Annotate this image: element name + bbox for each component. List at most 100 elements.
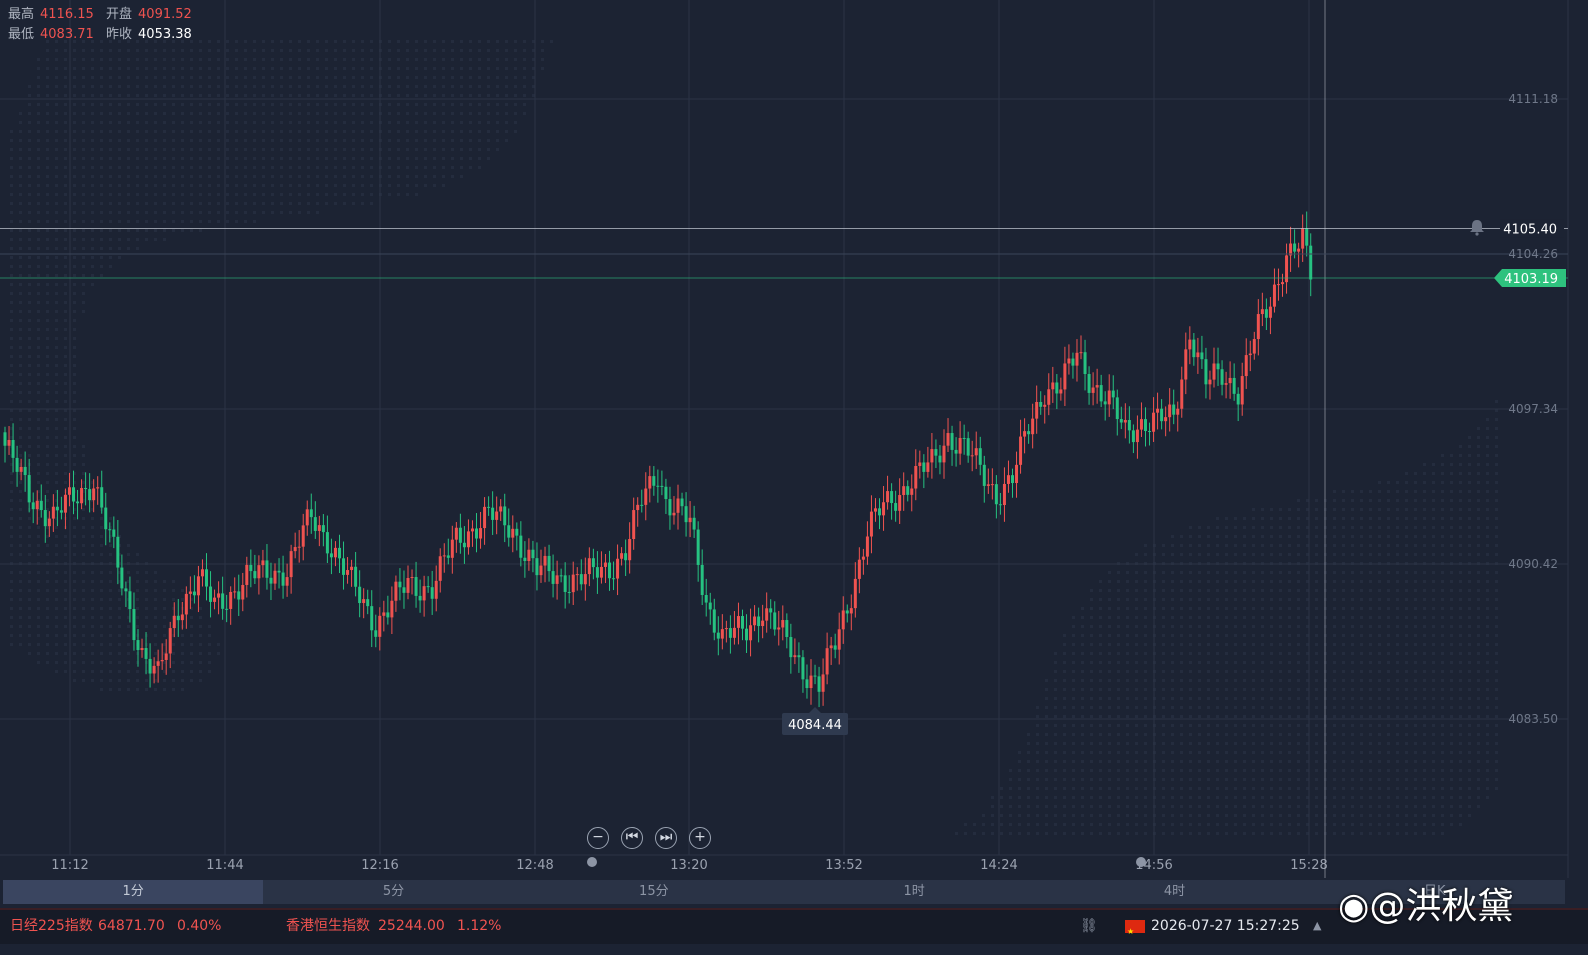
candle-body — [1002, 483, 1006, 506]
collapse-up-icon[interactable]: ▲ — [1313, 919, 1322, 932]
candle-body — [1272, 284, 1276, 307]
x-tick-label: 13:52 — [825, 858, 862, 873]
candlestick-chart-svg[interactable]: 4111.18 4097.34 4090.42 4083.50 11:12 11:44 12… — [0, 0, 1588, 878]
tab-1min[interactable]: 1分 — [3, 880, 264, 904]
candle-body — [994, 484, 998, 505]
candle-body — [140, 648, 144, 651]
china-flag-icon — [1125, 916, 1145, 948]
candle-body — [120, 567, 124, 589]
candle-body — [1027, 431, 1031, 435]
candle-body — [434, 580, 438, 599]
candle-body — [1156, 408, 1160, 413]
x-tick-label: 15:28 — [1290, 858, 1327, 873]
candle-body — [821, 674, 825, 692]
candle-body — [475, 528, 479, 539]
zoom-in-button[interactable]: + — [689, 827, 711, 849]
candle-body — [704, 594, 708, 603]
candle-body — [781, 620, 785, 628]
candle-body — [1212, 363, 1216, 380]
candle-body — [1131, 430, 1135, 443]
candle-body — [724, 628, 728, 630]
candle-body — [515, 528, 519, 536]
candle-body — [720, 629, 724, 639]
candle-body — [535, 558, 539, 576]
candle-body — [773, 612, 777, 630]
candle-body — [1099, 385, 1103, 402]
candle-body — [309, 509, 313, 518]
world-map-texture — [10, 40, 1498, 835]
candle-body — [910, 488, 914, 495]
candle-body — [27, 475, 31, 503]
candle-body — [43, 510, 47, 527]
candle-body — [366, 599, 370, 607]
y-tick-label: 4083.50 — [1508, 712, 1558, 726]
candle-body — [1276, 284, 1280, 286]
candle-body — [1184, 349, 1188, 380]
candle-body — [148, 658, 152, 674]
candle-body — [551, 571, 555, 584]
candle-body — [200, 569, 204, 577]
high-label: 最高 — [8, 7, 35, 22]
candle-body — [797, 655, 801, 658]
candle-body — [603, 562, 607, 567]
candle-body — [136, 640, 140, 651]
candle-body — [1063, 363, 1067, 390]
index2-value: 25244.00 — [378, 918, 445, 934]
candle-body — [293, 547, 297, 552]
index1-name[interactable]: 日经225指数 — [10, 918, 93, 934]
price-chart[interactable]: 4111.18 4097.34 4090.42 4083.50 11:12 11:44 12… — [0, 0, 1588, 878]
candle-body — [966, 438, 970, 456]
candle-body — [1075, 352, 1079, 366]
candle-body — [188, 591, 192, 594]
candle-body — [1071, 358, 1075, 366]
candle-body — [466, 531, 470, 548]
candle-body — [902, 486, 906, 496]
candle-body — [769, 608, 773, 613]
tab-4hour[interactable]: 4时 — [1163, 884, 1186, 899]
tab-15min[interactable]: 15分 — [639, 884, 669, 899]
candle-body — [237, 591, 241, 600]
candle-body — [450, 539, 454, 558]
candle-body — [571, 574, 575, 593]
link-icon[interactable]: ⛓ — [1080, 918, 1098, 934]
candle-body — [217, 593, 221, 598]
scroll-to-end-button[interactable]: ⏭ — [655, 827, 677, 849]
tab-5min[interactable]: 5分 — [382, 884, 405, 899]
price-alert-bell-icon[interactable] — [1467, 218, 1487, 236]
candle-body — [829, 645, 833, 649]
candle-body — [1293, 243, 1297, 252]
candle-body — [221, 593, 225, 609]
zoom-out-button[interactable]: − — [587, 827, 609, 849]
y-tick-label: 4097.34 — [1508, 402, 1558, 416]
candle-body — [176, 615, 180, 621]
candle-body — [575, 574, 579, 576]
candle-body — [438, 556, 442, 581]
candle-body — [1015, 464, 1019, 484]
candle-body — [196, 576, 200, 596]
candle-body — [277, 570, 281, 573]
candle-body — [503, 506, 507, 526]
candle-body — [180, 614, 184, 621]
scroll-to-start-button[interactable]: ⏮ — [621, 827, 643, 849]
candle-body — [1244, 355, 1248, 377]
candle-body — [1111, 390, 1115, 398]
candle-body — [1031, 418, 1035, 435]
candle-body — [265, 560, 269, 578]
candle-body — [354, 566, 358, 587]
candle-body — [454, 527, 458, 540]
index2-name[interactable]: 香港恒生指数 — [286, 918, 370, 934]
candle-body — [990, 484, 994, 486]
candle-body — [1240, 376, 1244, 405]
watermark-text: @洪秋黛 — [1369, 886, 1514, 927]
candle-body — [164, 653, 168, 660]
crosshair-price-tag — [1500, 219, 1564, 238]
candle-body — [337, 547, 341, 559]
candle-body — [708, 602, 712, 610]
reference-price-label: 4104.26 — [1508, 247, 1558, 261]
tab-1hour[interactable]: 1时 — [903, 884, 925, 899]
candle-body — [962, 437, 966, 439]
candle-body — [1289, 243, 1293, 256]
candle-body — [350, 566, 354, 571]
last-price-label: 4103.19 — [1504, 272, 1558, 287]
tab-daily[interactable]: 日K — [1424, 884, 1446, 899]
